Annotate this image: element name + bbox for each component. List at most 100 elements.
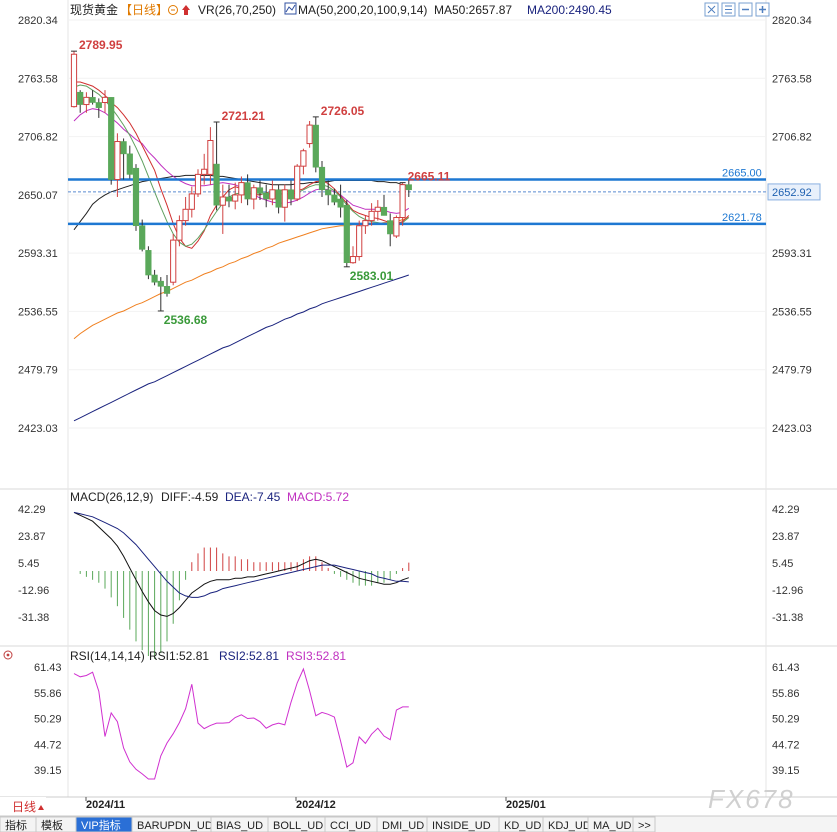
up-arrow-icon <box>182 5 190 15</box>
candle-body-down <box>89 97 96 103</box>
candle-body-up <box>399 184 406 219</box>
tab-13[interactable]: >> <box>632 816 656 832</box>
rsi-line <box>73 667 409 780</box>
tab-12[interactable]: MA_UD <box>587 816 634 832</box>
rsi-right-tick-label: 50.29 <box>772 714 800 726</box>
candle-body-up <box>201 168 208 175</box>
candle-body-down <box>145 250 152 276</box>
price-level-label: 2665.00 <box>722 168 762 180</box>
candle-body-up <box>362 220 369 227</box>
candle-body-down <box>132 167 140 227</box>
candle-body-down <box>163 286 171 294</box>
rsi-left-tick-label: 50.29 <box>34 714 62 726</box>
candle-body-down <box>95 102 102 108</box>
macd-left-tick-label: -31.38 <box>18 612 49 624</box>
horizontal-levels[interactable]: 2665.00 2621.78 <box>68 168 766 226</box>
tab-9[interactable]: INSIDE_UD <box>426 816 500 832</box>
candle-body-up <box>281 189 288 208</box>
candle-body-up <box>114 141 121 181</box>
tab-3[interactable]: VIP指标 <box>75 816 133 832</box>
watermark-logo: FX678 <box>708 784 795 814</box>
fullscreen-button[interactable] <box>704 2 719 17</box>
main-left-tick-label: 2479.79 <box>18 365 58 377</box>
rsi-right-tick-label: 39.15 <box>772 765 800 777</box>
candle-body-up <box>207 139 214 175</box>
ma-toggle-icon[interactable] <box>284 2 297 15</box>
price-annotation: 2726.05 <box>321 104 365 118</box>
macd-right-tick-label: -12.96 <box>772 585 803 597</box>
tab-label: INSIDE_UD <box>432 820 491 832</box>
tab-1[interactable]: 指标 <box>0 816 37 832</box>
candle-body-down <box>213 163 220 206</box>
main-right-tick-label: 2706.82 <box>772 132 812 144</box>
candle-body-up <box>306 124 313 145</box>
candle-body-down <box>108 97 115 180</box>
tab-bg <box>632 816 656 832</box>
main-right-tick-label: 2763.58 <box>772 73 812 85</box>
candle-body-down <box>331 194 338 203</box>
period-label[interactable]: 【日线】 <box>120 3 168 17</box>
candle-body-up <box>219 196 226 206</box>
period-badge[interactable]: 日线 <box>0 797 46 816</box>
tab-10[interactable]: KD_UD <box>498 816 544 832</box>
candle-body-down <box>343 204 350 263</box>
x-axis-tick-label: 2024/11 <box>86 799 125 811</box>
candle-body-down <box>263 192 270 200</box>
caret-up-icon <box>38 805 44 810</box>
tab-label: VIP指标 <box>81 818 121 832</box>
macd-left-tick-label: -12.96 <box>18 585 49 597</box>
zoom-in-button[interactable] <box>755 2 770 17</box>
tab-4[interactable]: BARUPDN_UD <box>131 816 213 832</box>
candle-body-down <box>151 274 158 283</box>
candle-body-up <box>238 182 245 196</box>
main-left-tick-label: 2763.58 <box>18 73 58 85</box>
candle-body-up <box>250 187 257 200</box>
candle-body-down <box>77 91 84 105</box>
candle-body-down <box>287 189 295 200</box>
zoom-out-button[interactable] <box>738 2 753 17</box>
rsi-title: RSI(14,14,14) <box>70 649 145 663</box>
tab-5[interactable]: BIAS_UD <box>210 816 269 832</box>
macd-left-tick-label: 5.45 <box>18 558 39 570</box>
ma-parameters: MA(50,200,20,100,9,14) <box>298 3 427 17</box>
zoom-in-icon-plus <box>759 6 766 13</box>
candle-body-up <box>188 193 195 210</box>
rsi-left-tick-label: 39.15 <box>34 765 62 777</box>
layout-button[interactable] <box>721 2 736 17</box>
main-left-tick-label: 2536.55 <box>18 306 58 318</box>
ma-line <box>73 274 409 422</box>
macd-header: MACD(26,12,9) DIFF:-4.59 DEA:-7.45 MACD:… <box>70 490 349 504</box>
candle-body-down <box>120 141 127 155</box>
main-left-tick-label: 2650.07 <box>18 190 58 202</box>
tab-label: 模板 <box>41 818 63 832</box>
tab-2[interactable]: 模板 <box>35 816 77 832</box>
x-axis-tick-label: 2025/01 <box>506 799 546 811</box>
candle-body-up <box>269 189 276 200</box>
candle-body-up <box>182 208 189 222</box>
candle-body-up <box>349 256 357 264</box>
macd-right-tick-label: 23.87 <box>772 531 800 543</box>
tab-label: BARUPDN_UD <box>137 820 213 832</box>
x-axis-labels: 2024/11 2024/12 2025/01 <box>85 797 546 811</box>
macd-macd-value: MACD:5.72 <box>287 490 349 504</box>
macd-diff-value: DIFF:-4.59 <box>161 490 219 504</box>
tab-11[interactable]: KDJ_UD <box>542 816 591 832</box>
rsi3-value: RSI3:52.81 <box>286 649 346 663</box>
period-badge-bg <box>0 797 46 816</box>
x-axis-tick-label: 2024/12 <box>296 799 336 811</box>
macd-diff-line <box>73 511 409 617</box>
tab-8[interactable]: DMI_UD <box>376 816 428 832</box>
rsi-header: RSI(14,14,14) RSI1:52.81 RSI2:52.81 RSI3… <box>3 649 346 663</box>
price-annotation: 2721.21 <box>222 109 266 123</box>
settings-icon[interactable] <box>168 5 178 15</box>
candle-body-up <box>176 220 183 241</box>
rsi-settings-button[interactable] <box>3 650 13 660</box>
candle-body-up <box>101 96 109 104</box>
chart-header: 现货黄金 【日线】 VR(26,70,250) MA(50,200,20,100… <box>70 2 612 17</box>
main-right-tick-label: 2423.03 <box>772 423 812 435</box>
candle-body-up <box>194 173 202 195</box>
tab-6[interactable]: BOLL_UD <box>267 816 326 832</box>
tab-7[interactable]: CCI_UD <box>324 816 378 832</box>
current-price-tag <box>767 183 821 201</box>
macd-right-tick-label: 42.29 <box>772 504 800 516</box>
